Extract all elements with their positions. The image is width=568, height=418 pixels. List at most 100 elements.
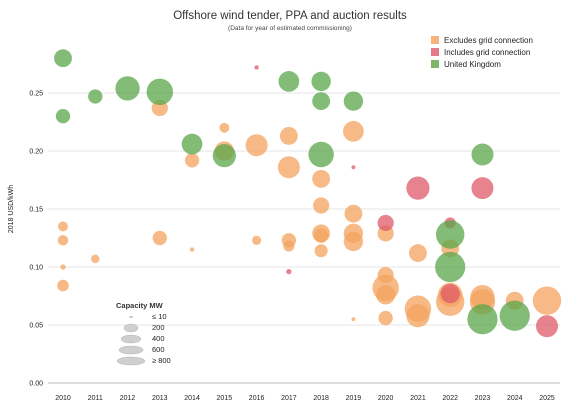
x-tick-label: 2015 <box>217 395 233 402</box>
legend-swatch <box>431 36 439 44</box>
data-point <box>314 244 328 258</box>
data-point <box>471 177 494 200</box>
chart-subtitle: (Data for year of estimated commissionin… <box>228 25 352 32</box>
data-point <box>467 304 498 335</box>
data-point <box>277 156 300 179</box>
x-tick-label: 2013 <box>152 395 168 402</box>
capacity-size-legend: Capacity MW ≤ 10 200 400 600 ≥ 800 <box>116 301 171 366</box>
size-legend-marker <box>129 316 133 319</box>
data-point <box>311 71 331 92</box>
data-point <box>344 204 363 223</box>
legend-swatch <box>431 48 439 56</box>
legend-swatch <box>431 60 439 68</box>
data-point <box>377 214 394 232</box>
size-legend-marker <box>116 356 146 366</box>
x-tick-label: 2016 <box>249 395 265 402</box>
size-legend-title: Capacity MW <box>116 301 164 310</box>
data-point <box>312 92 331 111</box>
data-point <box>313 197 330 214</box>
data-point <box>58 221 68 232</box>
data-point <box>343 231 364 252</box>
y-tick-label: 0.25 <box>29 91 43 98</box>
x-tick-label: 2018 <box>313 395 329 402</box>
data-point <box>55 109 71 124</box>
size-legend-label: 200 <box>152 323 165 332</box>
data-point <box>283 240 295 252</box>
data-point <box>254 65 259 70</box>
y-axis-label: 2018 USD/kWh <box>8 185 15 233</box>
size-legend-marker <box>123 323 139 333</box>
x-tick-label: 2024 <box>507 395 523 402</box>
data-point <box>88 89 103 104</box>
data-point <box>60 264 66 270</box>
x-tick-labels: 2010 2011 2012 2013 2014 2015 2016 2017 2018 2019… <box>55 395 555 402</box>
data-point <box>532 286 562 315</box>
data-point <box>406 304 430 328</box>
data-point <box>351 317 356 322</box>
data-point <box>252 235 262 245</box>
x-tick-label: 2022 <box>442 395 458 402</box>
legend: Excludes grid connection Includes grid co… <box>431 36 533 69</box>
chart-title: Offshore wind tender, PPA and auction re… <box>173 10 407 22</box>
data-point <box>471 143 494 166</box>
data-point <box>91 254 100 264</box>
data-point <box>499 300 530 331</box>
y-tick-label: 0.05 <box>29 323 43 330</box>
data-point <box>57 235 69 246</box>
legend-label: Includes grid connection <box>444 48 530 57</box>
size-legend-marker <box>120 334 142 344</box>
x-tick-label: 2010 <box>55 395 71 402</box>
size-legend-label: ≤ 10 <box>152 312 167 321</box>
data-point <box>57 279 69 292</box>
data-point <box>435 251 466 283</box>
data-point <box>279 126 298 145</box>
data-bubbles <box>54 49 562 338</box>
data-point <box>308 141 334 168</box>
data-point <box>189 247 195 252</box>
data-point <box>54 49 72 68</box>
data-point <box>436 220 465 249</box>
data-point <box>536 315 558 338</box>
x-tick-label: 2025 <box>539 395 555 402</box>
size-legend-label: ≥ 800 <box>152 356 171 365</box>
x-tick-label: 2011 <box>88 395 103 402</box>
x-tick-label: 2019 <box>346 395 362 402</box>
data-point <box>219 122 230 133</box>
size-legend-marker <box>118 345 144 355</box>
data-point <box>146 78 174 106</box>
data-point <box>245 134 268 157</box>
y-tick-label: 0.10 <box>29 265 43 272</box>
y-tick-label: 0.15 <box>29 207 43 214</box>
data-point <box>409 244 427 263</box>
y-tick-label: 0.20 <box>29 149 43 156</box>
x-tick-label: 2014 <box>184 395 200 402</box>
data-point <box>212 144 236 168</box>
data-point <box>440 284 460 304</box>
legend-label: Excludes grid connection <box>444 36 533 45</box>
x-tick-label: 2023 <box>475 395 491 402</box>
data-point <box>152 230 167 246</box>
legend-label: United Kingdom <box>444 60 501 69</box>
x-tick-label: 2021 <box>410 395 426 402</box>
y-tick-labels: 0.00 0.05 0.10 0.15 0.20 0.25 <box>29 91 43 388</box>
data-point <box>378 310 393 326</box>
data-point <box>184 153 200 168</box>
data-point <box>351 165 356 170</box>
data-point <box>115 76 140 101</box>
data-point <box>375 285 396 305</box>
y-tick-label: 0.00 <box>29 381 43 388</box>
data-point <box>406 176 430 200</box>
size-legend-label: 400 <box>152 334 165 343</box>
size-legend-label: 600 <box>152 345 165 354</box>
x-tick-label: 2012 <box>120 395 136 402</box>
data-point <box>181 133 203 155</box>
x-tick-label: 2020 <box>378 395 394 402</box>
data-point <box>343 91 364 111</box>
data-point <box>343 120 364 142</box>
x-tick-label: 2017 <box>281 395 297 402</box>
data-point <box>313 228 329 243</box>
data-point <box>312 169 331 188</box>
data-point <box>286 268 292 275</box>
